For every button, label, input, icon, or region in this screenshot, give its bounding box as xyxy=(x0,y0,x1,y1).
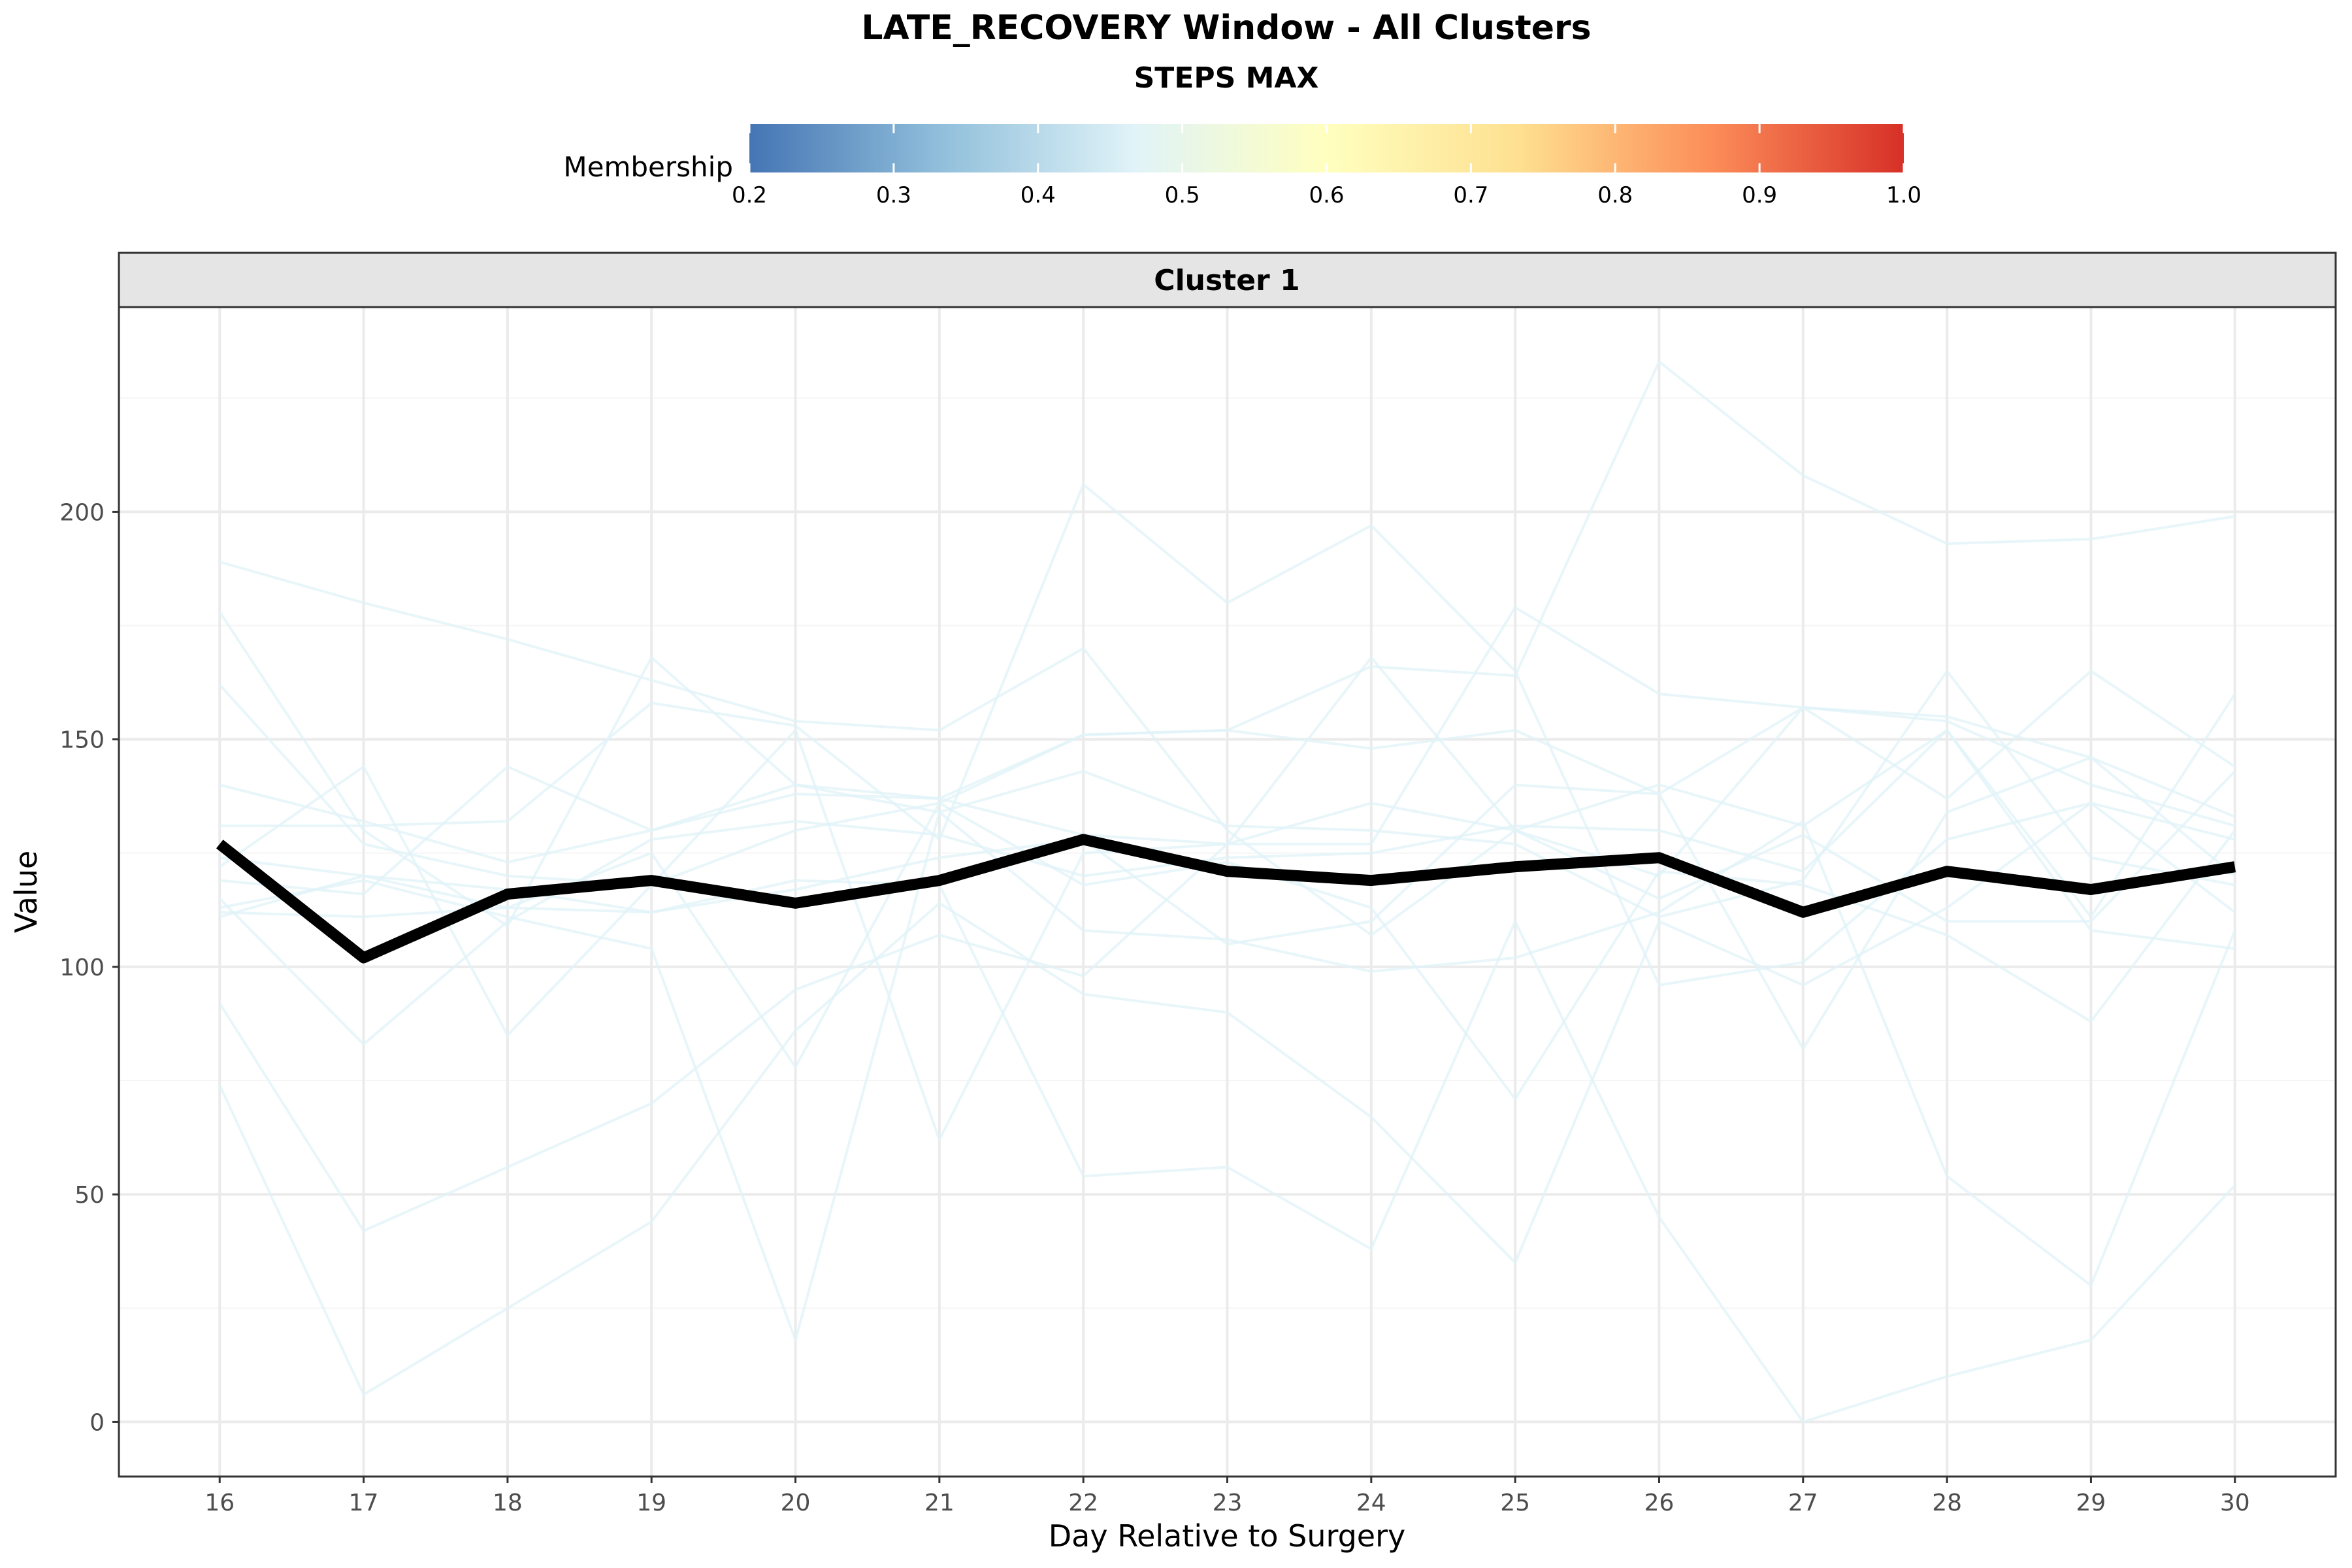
x-tick-label: 23 xyxy=(1213,1490,1243,1516)
x-tick-label: 27 xyxy=(1788,1490,1818,1516)
x-tick-label: 30 xyxy=(2220,1490,2250,1516)
member-line xyxy=(220,670,2236,919)
legend-tick-label: 1.0 xyxy=(1886,182,1921,208)
x-tick-label: 26 xyxy=(1644,1490,1674,1516)
legend-tick-label: 0.8 xyxy=(1597,182,1633,208)
panel-strip xyxy=(118,252,2337,308)
x-tick-label: 18 xyxy=(493,1490,523,1516)
legend-tick-label: 0.7 xyxy=(1453,182,1488,208)
member-line xyxy=(219,856,2236,1424)
legend-tick-label: 0.5 xyxy=(1165,182,1200,208)
x-tick-label: 20 xyxy=(781,1490,811,1516)
member-line xyxy=(218,770,2236,1232)
legend-tick-label: 0.6 xyxy=(1309,182,1344,208)
centroid-line xyxy=(216,834,2236,964)
legend-tick-label: 0.3 xyxy=(876,182,911,208)
legend-tick-label: 0.4 xyxy=(1021,182,1056,208)
y-tick-label: 200 xyxy=(59,499,105,526)
x-tick-label: 21 xyxy=(924,1490,955,1516)
x-tick-label: 24 xyxy=(1356,1490,1386,1516)
member-line xyxy=(219,811,2236,1342)
legend-tick-label: 0.2 xyxy=(732,182,767,208)
y-tick-label: 100 xyxy=(59,955,105,981)
x-tick-label: 25 xyxy=(1500,1490,1530,1516)
y-tick-label: 0 xyxy=(90,1409,105,1436)
legend-tick-label: 0.9 xyxy=(1742,182,1777,208)
membership-legend: Membership 0.2 0.3 0.4 0.5 0.6 0.7 0.8 0.9 1.0 xyxy=(563,124,1921,208)
x-tick-label: 17 xyxy=(349,1490,379,1516)
chart-subtitle: STEPS MAX xyxy=(1134,61,1319,95)
member-line xyxy=(218,802,2236,1396)
chart-title: LATE_RECOVERY Window - All Clusters xyxy=(861,8,1591,48)
y-tick-label: 50 xyxy=(74,1182,105,1209)
centroid-series xyxy=(216,834,2236,964)
x-tick-label: 19 xyxy=(636,1490,666,1516)
x-tick-label: 22 xyxy=(1068,1490,1098,1516)
x-axis-title: Day Relative to Surgery xyxy=(1049,1518,1405,1554)
member-line xyxy=(219,561,2236,937)
panel-label: Cluster 1 xyxy=(1154,264,1299,297)
x-tick-label: 29 xyxy=(2076,1490,2106,1516)
legend-title: Membership xyxy=(563,151,733,183)
member-line xyxy=(219,360,2236,864)
y-axis-title: Value xyxy=(8,851,44,933)
y-tick-label: 150 xyxy=(59,727,105,754)
x-tick-label: 16 xyxy=(204,1490,235,1516)
x-tick-label: 28 xyxy=(1932,1490,1962,1516)
